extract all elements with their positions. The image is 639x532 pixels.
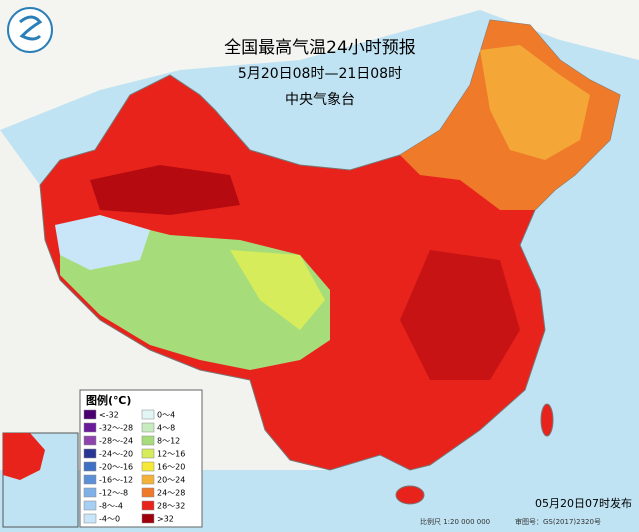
legend-label: 4～8 xyxy=(157,424,175,433)
legend-label: -20～-16 xyxy=(99,463,133,472)
legend-label: -12～-8 xyxy=(99,489,128,498)
legend-label: -32～-28 xyxy=(99,424,133,433)
legend-label: -4～0 xyxy=(99,515,120,524)
hainan xyxy=(395,485,425,505)
legend-label: <-32 xyxy=(99,411,119,420)
legend-swatch xyxy=(141,409,155,420)
logo-mark xyxy=(19,15,43,41)
legend-swatch xyxy=(141,422,155,433)
legend-label: -8～-4 xyxy=(99,502,123,511)
issued: 05月20日07时发布 xyxy=(535,496,632,510)
legend-swatch xyxy=(83,409,97,420)
approval: 审图号：GS(2017)2320号 xyxy=(515,517,601,526)
legend-label: 8～12 xyxy=(157,437,180,446)
legend-swatch xyxy=(141,487,155,498)
legend-swatch xyxy=(141,500,155,511)
legend-label: -24～-20 xyxy=(99,450,133,459)
legend-swatch xyxy=(83,461,97,472)
legend-swatch xyxy=(83,435,97,446)
region-cool xyxy=(230,250,325,330)
legend-title: 图例(℃) xyxy=(86,393,131,407)
legend-label: -16～-12 xyxy=(99,476,133,485)
neighbor-land xyxy=(0,0,639,130)
legend-label: 20～24 xyxy=(157,476,185,485)
legend-swatch xyxy=(83,513,97,524)
region-hot xyxy=(90,165,240,215)
legend-label: 24～28 xyxy=(157,489,185,498)
scale: 比例尺 1:20 000 000 xyxy=(420,517,490,526)
neighbor-land xyxy=(0,130,330,470)
legend-swatch xyxy=(83,422,97,433)
legend-swatch xyxy=(141,435,155,446)
legend-swatch xyxy=(141,474,155,485)
legend-label: 28～32 xyxy=(157,502,185,511)
legend-label: 16～20 xyxy=(157,463,185,472)
agency: 中央气象台 xyxy=(285,92,355,108)
legend-swatch xyxy=(83,487,97,498)
inset-land xyxy=(3,433,45,480)
legend-swatch xyxy=(83,474,97,485)
legend-label: >32 xyxy=(157,515,174,524)
legend-swatch xyxy=(83,500,97,511)
legend-label: 12～16 xyxy=(157,450,185,459)
title: 全国最高气温24小时预报 xyxy=(224,38,416,58)
legend-swatch xyxy=(141,448,155,459)
region-hot xyxy=(400,250,520,380)
legend-label: -28～-24 xyxy=(99,437,133,446)
legend-swatch xyxy=(141,461,155,472)
subtitle: 5月20日08时—21日08时 xyxy=(238,66,402,82)
taiwan xyxy=(540,403,554,437)
legend-label: 0～4 xyxy=(157,411,175,420)
legend-swatch xyxy=(83,448,97,459)
region-cold xyxy=(55,215,150,270)
legend-box xyxy=(79,389,203,528)
region-mild xyxy=(480,45,590,160)
legend-swatch xyxy=(141,513,155,524)
